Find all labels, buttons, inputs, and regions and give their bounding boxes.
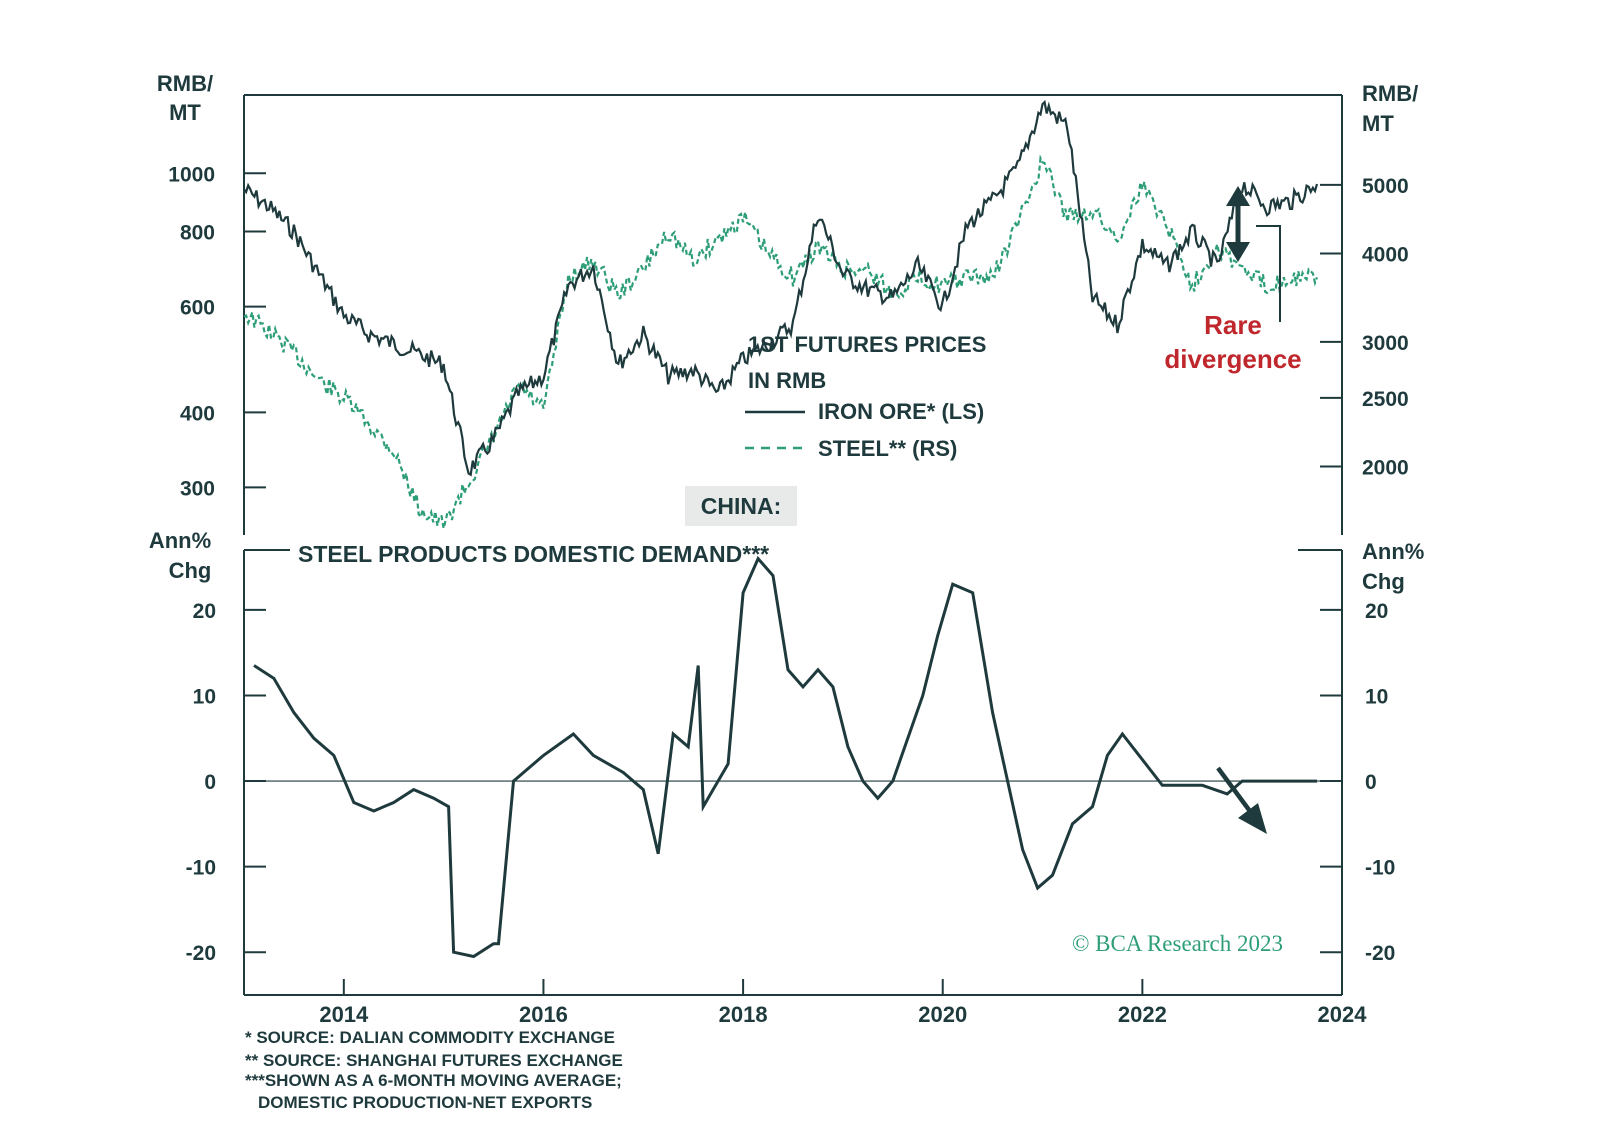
- footnote-4: DOMESTIC PRODUCTION-NET EXPORTS: [258, 1093, 593, 1112]
- top-right-tick-label: 4000: [1362, 243, 1409, 266]
- x-tick-label: 2024: [1318, 1002, 1368, 1027]
- bottom-left-axis: -20 -10 0 10 20: [186, 600, 266, 965]
- top-left-axis: 300 400 600 800 1000: [168, 163, 266, 500]
- x-tick-label: 2020: [918, 1002, 967, 1027]
- x-tick-label: 2014: [319, 1002, 369, 1027]
- top-right-unit-line1: RMB/: [1362, 81, 1418, 106]
- x-axis: 2014 2016 2018 2020 2022 2024: [319, 979, 1367, 1027]
- china-header: CHINA:: [701, 493, 782, 519]
- top-right-tick-label: 2000: [1362, 456, 1409, 479]
- top-left-tick-label: 1000: [168, 163, 215, 186]
- double-arrow-down-head: [1226, 242, 1250, 262]
- top-right-tick-label: 2500: [1362, 388, 1409, 411]
- bottom-right-axis: -20 -10 0 10 20: [1320, 600, 1395, 965]
- bottom-right-tick-label: 10: [1365, 685, 1388, 708]
- footnote-2: ** SOURCE: SHANGHAI FUTURES EXCHANGE: [245, 1051, 623, 1070]
- top-left-tick-label: 800: [180, 222, 215, 245]
- bottom-right-tick-label: -10: [1365, 857, 1395, 880]
- projection-arrow-shaft: [1216, 766, 1257, 820]
- top-chart-title-line1: 1ST FUTURES PRICES: [748, 332, 986, 357]
- top-left-tick-label: 300: [180, 477, 215, 500]
- top-left-unit-line2: MT: [169, 100, 201, 125]
- projection-arrow-head: [1238, 803, 1267, 834]
- demand-series-line: [253, 555, 1317, 959]
- footnote-1: * SOURCE: DALIAN COMMODITY EXCHANGE: [245, 1028, 615, 1047]
- bottom-right-tick-label: 20: [1365, 600, 1388, 623]
- iron-ore-series-line: [243, 99, 1319, 477]
- top-right-axis: 2000 2500 3000 4000 5000: [1320, 175, 1409, 479]
- top-right-tick-label: 5000: [1362, 175, 1409, 198]
- x-tick-label: 2022: [1118, 1002, 1167, 1027]
- x-tick-label: 2016: [519, 1002, 568, 1027]
- top-left-unit-line1: RMB/: [157, 71, 213, 96]
- legend-iron-ore-label: IRON ORE* (LS): [818, 399, 984, 424]
- bottom-left-tick-label: 10: [193, 685, 216, 708]
- x-tick-label: 2018: [719, 1002, 768, 1027]
- steel-series-line: [243, 154, 1319, 529]
- legend-steel-label: STEEL** (RS): [818, 436, 957, 461]
- bottom-right-unit-line1: Ann%: [1362, 539, 1424, 564]
- china-header-bg: [685, 486, 797, 526]
- projection-arrow: [1216, 766, 1267, 834]
- footnote-3: ***SHOWN AS A 6-MONTH MOVING AVERAGE;: [245, 1071, 622, 1090]
- top-left-tick-label: 600: [180, 297, 215, 320]
- top-right-unit-line2: MT: [1362, 111, 1394, 136]
- bottom-left-unit-line1: Ann%: [149, 528, 211, 553]
- bottom-left-tick-label: 0: [204, 771, 216, 794]
- bottom-right-tick-label: 0: [1365, 771, 1377, 794]
- bottom-left-tick-label: 20: [193, 600, 216, 623]
- bottom-left-tick-label: -20: [186, 942, 216, 965]
- bottom-left-unit-line2: Chg: [169, 558, 212, 583]
- bottom-chart-title: STEEL PRODUCTS DOMESTIC DEMAND***: [298, 541, 769, 567]
- legend: IRON ORE* (LS) STEEL** (RS): [745, 399, 984, 461]
- divergence-annotation: Rare divergence: [1164, 186, 1302, 374]
- watermark: © BCA Research 2023: [1072, 931, 1283, 956]
- top-chart-title-line2: IN RMB: [748, 368, 826, 393]
- bottom-panel-frame: [243, 549, 1343, 996]
- double-arrow-up-head: [1226, 186, 1250, 206]
- top-right-tick-label: 3000: [1362, 332, 1409, 355]
- bottom-left-tick-label: -10: [186, 857, 216, 880]
- bottom-right-unit-line2: Chg: [1362, 569, 1405, 594]
- bottom-right-tick-label: -20: [1365, 942, 1395, 965]
- annotation-line1: Rare: [1204, 310, 1262, 340]
- annotation-line2: divergence: [1164, 344, 1301, 374]
- annotation-bracket: [1256, 225, 1281, 322]
- top-panel-frame: [243, 94, 1343, 535]
- top-left-tick-label: 400: [180, 402, 215, 425]
